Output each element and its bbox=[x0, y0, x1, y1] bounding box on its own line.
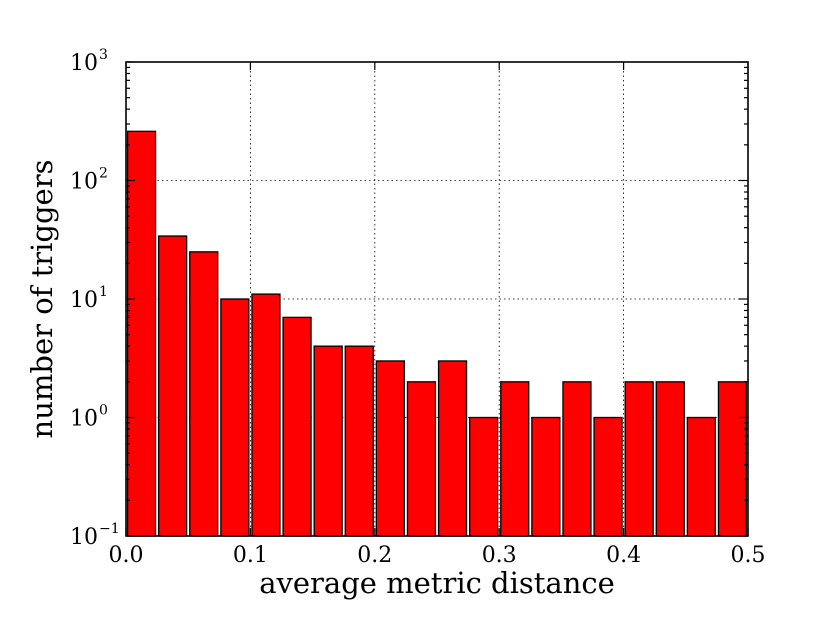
x-tick-label: 0.1 bbox=[233, 543, 268, 568]
axis-ticks bbox=[125, 61, 749, 537]
histogram-bar bbox=[469, 416, 499, 537]
histogram-bar bbox=[313, 345, 343, 537]
y-tick-label: 10 bbox=[70, 288, 98, 313]
histogram-bar bbox=[282, 316, 312, 537]
histogram-bar bbox=[189, 251, 219, 537]
histogram-bar bbox=[158, 235, 188, 537]
x-tick-label: 0.2 bbox=[357, 543, 392, 568]
histogram-bar bbox=[437, 360, 468, 537]
y-tick-exponent: 0 bbox=[99, 403, 108, 419]
y-tick-label: 10 bbox=[70, 525, 98, 550]
x-tick-label: 0.5 bbox=[731, 543, 766, 568]
histogram-bar bbox=[375, 360, 405, 537]
y-tick-label: 10 bbox=[70, 170, 98, 195]
histogram-bar bbox=[624, 381, 654, 537]
histogram-bar bbox=[406, 381, 437, 537]
y-tick-exponent: 2 bbox=[99, 166, 108, 182]
x-axis-label: average metric distance bbox=[259, 566, 615, 600]
grid-lines bbox=[126, 62, 748, 536]
histogram-bar bbox=[593, 416, 623, 537]
x-tick-label: 0.3 bbox=[482, 543, 517, 568]
y-tick-exponent: 3 bbox=[99, 47, 108, 63]
histogram-bar bbox=[251, 293, 281, 537]
histogram-bar bbox=[717, 381, 748, 537]
x-tick-label: 0.4 bbox=[606, 543, 641, 568]
histogram-bar bbox=[126, 130, 157, 537]
histogram-bar bbox=[686, 416, 716, 537]
y-tick-label: 10 bbox=[70, 51, 98, 76]
histogram-bar bbox=[500, 381, 530, 537]
histogram-bar bbox=[220, 298, 250, 537]
histogram-bar bbox=[531, 416, 561, 537]
histogram-bar bbox=[655, 381, 685, 537]
histogram-bar bbox=[562, 381, 592, 537]
histogram-bar bbox=[344, 345, 374, 537]
y-tick-label: 10 bbox=[70, 407, 98, 432]
x-tick-label: 0.0 bbox=[109, 543, 144, 568]
bars bbox=[126, 130, 748, 537]
y-axis-label: number of triggers bbox=[25, 160, 59, 439]
x-tick-labels: 0.0 0.1 0.2 0.3 0.4 0.5 bbox=[109, 543, 766, 568]
y-tick-exponent: −1 bbox=[99, 521, 120, 537]
y-tick-exponent: 1 bbox=[99, 284, 108, 300]
